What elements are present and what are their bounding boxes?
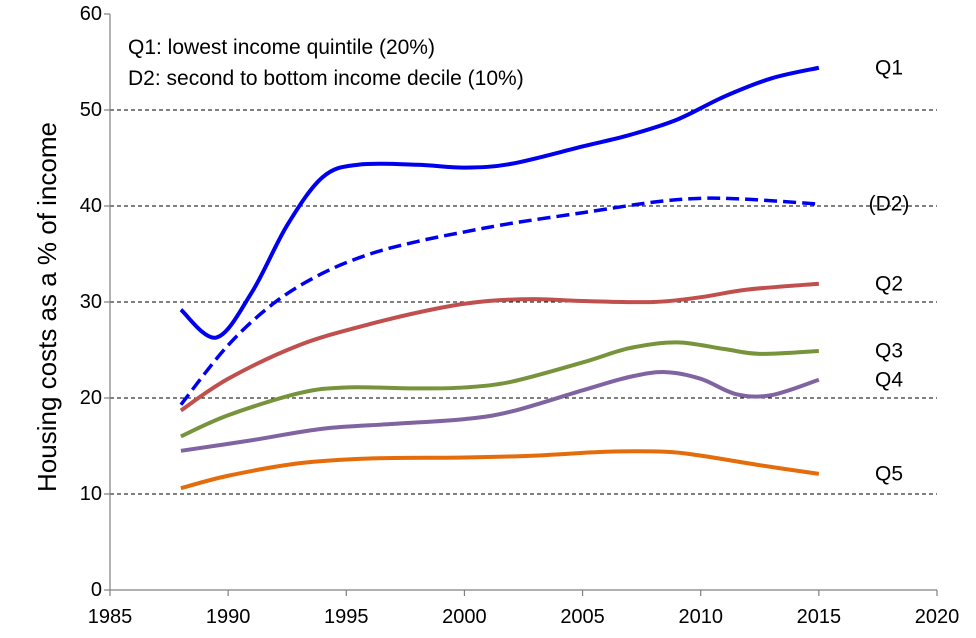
x-tick-labels: 1985 1990 1995 2000 2005 2010 2015 2020 bbox=[88, 606, 960, 628]
series-line-q5 bbox=[180, 449, 820, 491]
x-tick-label: 2010 bbox=[678, 606, 723, 628]
y-tick-labels: 0 10 20 30 40 50 60 bbox=[80, 3, 102, 601]
x-tick-label: 2000 bbox=[442, 606, 487, 628]
series-line-q2 bbox=[179, 281, 820, 413]
annotation-q1: Q1: lowest income quintile (20%) bbox=[128, 36, 435, 59]
series-label-q2: Q2 bbox=[875, 272, 903, 295]
y-tick-label: 40 bbox=[80, 195, 102, 217]
y-tick-label: 0 bbox=[91, 579, 102, 601]
x-tick-label: 1995 bbox=[324, 606, 369, 628]
x-tick-label: 2015 bbox=[797, 606, 842, 628]
series-labels: Q1 (D2) Q2 Q3 Q4 Q5 bbox=[869, 56, 910, 485]
y-tick-label: 10 bbox=[80, 483, 102, 505]
gridlines bbox=[104, 13, 938, 596]
y-tick-label: 60 bbox=[80, 3, 102, 25]
y-tick-label: 20 bbox=[80, 387, 102, 409]
y-axis-label: Housing costs as a % of income bbox=[32, 122, 62, 492]
series-label-q4: Q4 bbox=[875, 368, 903, 391]
x-tick-label: 2005 bbox=[560, 606, 605, 628]
series-label-d2: (D2) bbox=[869, 193, 910, 216]
annotation-d2: D2: second to bottom income decile (10%) bbox=[128, 67, 524, 90]
x-tick-label: 1985 bbox=[88, 606, 133, 628]
series-label-q5: Q5 bbox=[875, 462, 903, 485]
y-tick-label: 50 bbox=[80, 99, 102, 121]
series-line-q4 bbox=[180, 370, 820, 453]
series-lines bbox=[179, 65, 820, 491]
series-line-d2 bbox=[179, 196, 819, 406]
series-label-q3: Q3 bbox=[875, 339, 903, 362]
x-tick-label: 2020 bbox=[915, 606, 960, 628]
series-label-q1: Q1 bbox=[875, 56, 903, 79]
y-tick-label: 30 bbox=[80, 291, 102, 313]
series-line-q3 bbox=[180, 340, 819, 439]
series-line-q1 bbox=[179, 65, 820, 340]
x-tick-label: 1990 bbox=[206, 606, 251, 628]
axes bbox=[109, 14, 937, 591]
